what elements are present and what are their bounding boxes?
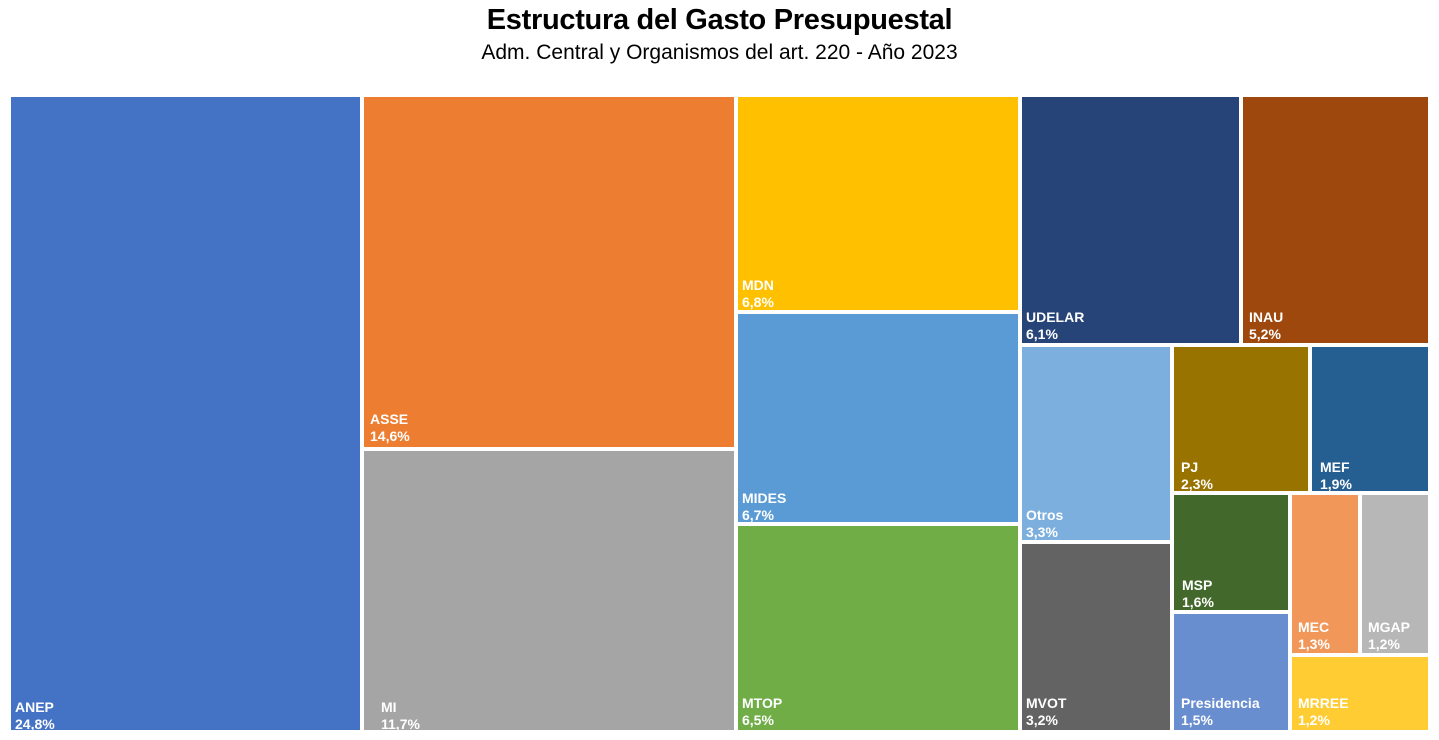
tile-label-value: 6,1% [1026,326,1058,342]
treemap-tile-anep: ANEP 24,8% [9,95,362,732]
tile-label: INAU 5,2% [1249,309,1283,343]
treemap-tile-presidencia: Presidencia 1,5% [1172,612,1290,732]
tile-label-value: 1,9% [1320,476,1352,492]
treemap-tile-udelar: UDELAR 6,1% [1020,95,1241,345]
treemap-tile-mec: MEC 1,3% [1290,493,1360,655]
tile-label: MEF 1,9% [1320,459,1352,493]
treemap-plot: ANEP 24,8% ASSE 14,6% MI 11,7% MDN 6,8% MIDES 6,7… [9,95,1430,732]
tile-label-name: MVOT [1026,695,1067,711]
tile-label-name: INAU [1249,309,1284,325]
tile-label-name: ANEP [15,699,54,715]
tile-label-name: MEF [1320,459,1350,475]
treemap-tile-mef: MEF 1,9% [1310,345,1430,493]
tile-label-value: 1,2% [1298,712,1330,728]
tile-label-value: 1,6% [1182,594,1214,610]
tile-label: ANEP 24,8% [15,699,55,733]
tile-label: UDELAR 6,1% [1026,309,1084,343]
tile-label: Otros 3,3% [1026,507,1063,541]
tile-label: ASSE 14,6% [370,411,410,445]
tile-label-name: MTOP [742,695,783,711]
tile-label-value: 11,7% [381,716,420,732]
tile-label-name: Otros [1026,507,1064,523]
tile-label: MRREE 1,2% [1298,695,1349,729]
tile-label: MDN 6,8% [742,277,774,311]
tile-label-value: 14,6% [370,428,410,444]
tile-label-value: 2,3% [1181,476,1213,492]
tile-label-value: 3,3% [1026,524,1058,540]
tile-label-name: Presidencia [1181,695,1260,711]
tile-label: MIDES 6,7% [742,490,786,524]
treemap-tile-pj: PJ 2,3% [1172,345,1310,493]
treemap-tile-mgap: MGAP 1,2% [1360,493,1430,655]
tile-label: MEC 1,3% [1298,619,1330,653]
tile-label-value: 6,7% [742,507,774,523]
tile-label-value: 5,2% [1249,326,1281,342]
tile-label: Presidencia 1,5% [1181,695,1260,729]
treemap-tile-mdn: MDN 6,8% [736,95,1020,312]
chart-title: Estructura del Gasto Presupuestal [486,4,953,36]
tile-label: MGAP 1,2% [1368,619,1410,653]
tile-label-value: 3,2% [1026,712,1058,728]
tile-label-name: MI [381,699,397,715]
treemap-tile-inau: INAU 5,2% [1241,95,1430,345]
tile-label-value: 1,2% [1368,636,1400,652]
tile-label: PJ 2,3% [1181,459,1213,493]
chart-subtitle: Adm. Central y Organismos del art. 220 -… [481,41,958,64]
tile-label-name: MSP [1182,577,1213,593]
tile-label-value: 1,3% [1298,636,1330,652]
tile-label-name: UDELAR [1026,309,1085,325]
tile-label: MVOT 3,2% [1026,695,1066,729]
tile-label-name: MIDES [742,490,787,506]
tile-label-name: PJ [1181,459,1199,475]
tile-label-name: MRREE [1298,695,1349,711]
tile-label: MI 11,7% [381,699,420,733]
treemap-tile-otros: Otros 3,3% [1020,345,1172,542]
treemap-tile-mides: MIDES 6,7% [736,312,1020,524]
treemap-tile-asse: ASSE 14,6% [362,95,736,449]
tile-label: MTOP 6,5% [742,695,782,729]
tile-label-value: 6,5% [742,712,774,728]
treemap-tile-mi: MI 11,7% [362,449,736,732]
tile-label: MSP 1,6% [1182,577,1214,611]
treemap-tile-mrree: MRREE 1,2% [1290,655,1430,732]
treemap-tile-msp: MSP 1,6% [1172,493,1290,612]
tile-label-name: MDN [742,277,774,293]
treemap-tile-mtop: MTOP 6,5% [736,524,1020,732]
tile-label-name: MGAP [1368,619,1410,635]
tile-label-value: 1,5% [1181,712,1213,728]
tile-label-name: ASSE [370,411,409,427]
tile-label-name: MEC [1298,619,1330,635]
tile-label-value: 6,8% [742,294,774,310]
tile-label-value: 24,8% [15,716,55,732]
treemap-tile-mvot: MVOT 3,2% [1020,542,1172,732]
